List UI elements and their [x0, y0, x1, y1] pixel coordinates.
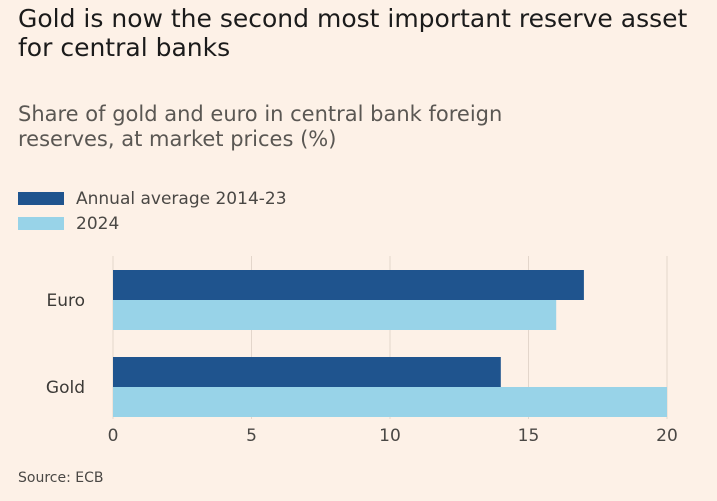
legend-swatch-series-0: [18, 192, 64, 205]
category-labels: Euro Gold: [46, 291, 85, 398]
legend: Annual average 2014-23 2024: [18, 186, 287, 236]
legend-item-series-1: 2024: [18, 211, 287, 236]
x-tick-labels: 0 5 10 15 20: [108, 426, 678, 446]
chart-subtitle: Share of gold and euro in central bank f…: [18, 102, 503, 151]
bar-euro-series-1: [113, 300, 557, 330]
bar-gold-series-0: [113, 357, 501, 387]
bar-euro-series-0: [113, 270, 584, 300]
category-label-euro: Euro: [46, 291, 85, 311]
chart-title: Gold is now the second most important re…: [18, 4, 688, 62]
x-tick-label-3: 15: [518, 426, 540, 446]
legend-item-series-0: Annual average 2014-23: [18, 186, 287, 211]
legend-label-series-1: 2024: [76, 213, 120, 234]
bars: [113, 270, 667, 417]
legend-label-series-0: Annual average 2014-23: [76, 188, 287, 209]
x-tick-label-0: 0: [108, 426, 119, 446]
x-tick-label-1: 5: [246, 426, 257, 446]
source-note: Source: ECB: [18, 470, 104, 486]
legend-swatch-series-1: [18, 217, 64, 230]
bar-gold-series-1: [113, 387, 667, 417]
category-label-gold: Gold: [46, 378, 85, 398]
x-tick-label-2: 10: [379, 426, 401, 446]
x-tick-label-4: 20: [656, 426, 678, 446]
